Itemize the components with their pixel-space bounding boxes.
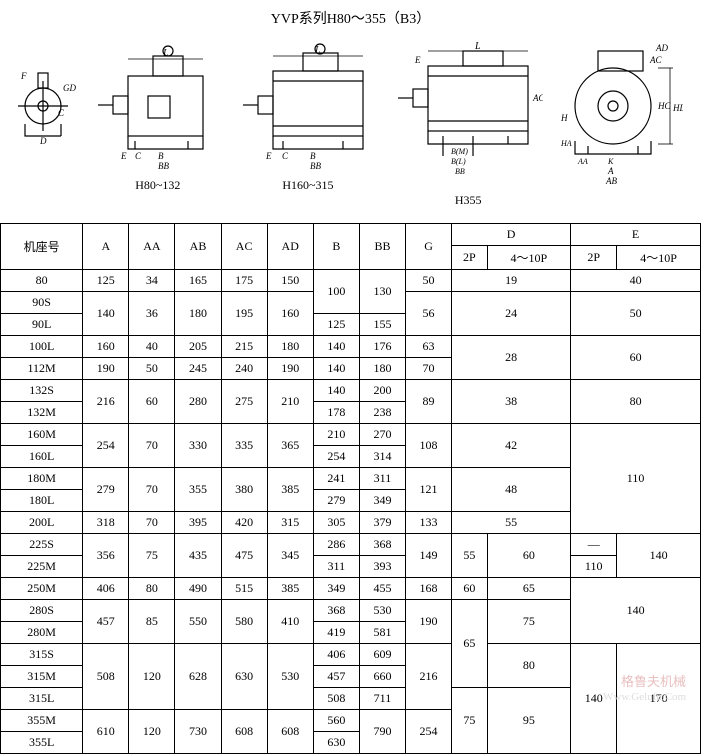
diagram-h80: L E C B BB H80~132	[93, 41, 223, 208]
svg-text:BB: BB	[158, 161, 169, 171]
col-ac: AC	[221, 224, 267, 270]
col-d-410p: 4～10P	[487, 246, 571, 270]
col-a: A	[83, 224, 129, 270]
svg-text:HC: HC	[657, 101, 671, 111]
diagram-h355: L E AC B(M) B(L) BB H355	[393, 41, 543, 208]
svg-text:L: L	[314, 45, 321, 56]
diagram-shaft: F GD D C	[18, 41, 78, 208]
motor-h355-drawing: L E AC B(M) B(L) BB	[393, 41, 543, 186]
table-row: 160M 254 70 330 335 365 210 270 108 42 1…	[1, 424, 701, 446]
svg-text:C: C	[58, 108, 65, 118]
svg-text:L: L	[162, 48, 169, 59]
svg-text:HD: HD	[672, 103, 683, 113]
svg-text:AC: AC	[649, 55, 662, 65]
table-row: 80 125 34 165 175 150 100 130 50 19 40	[1, 270, 701, 292]
svg-text:H: H	[560, 113, 568, 123]
col-ad: AD	[267, 224, 313, 270]
motor-end-drawing: AD AC HD HC H HA AA K A AB	[558, 41, 683, 186]
col-d-2p: 2P	[452, 246, 487, 270]
svg-text:A: A	[607, 166, 614, 176]
svg-text:B(L): B(L)	[451, 157, 466, 166]
svg-text:GD: GD	[63, 83, 76, 93]
svg-text:B: B	[310, 151, 316, 161]
col-e-410p: 4～10P	[617, 246, 701, 270]
col-bb: BB	[359, 224, 405, 270]
header-row-1: 机座号 A AA AB AC AD B BB G D E	[1, 224, 701, 246]
svg-text:E: E	[120, 151, 127, 161]
table-row: 250M 406 80 490 515 385 349 455 168 60 6…	[1, 578, 701, 600]
svg-text:AA: AA	[577, 157, 588, 166]
diagram-label-2: H160~315	[238, 178, 378, 193]
col-b: B	[313, 224, 359, 270]
motor-h160-drawing: L E C B BB	[238, 41, 378, 171]
svg-text:B: B	[158, 151, 164, 161]
svg-text:E: E	[265, 151, 272, 161]
svg-text:AB: AB	[605, 176, 617, 186]
diagram-label-3: H355	[393, 193, 543, 208]
svg-text:L: L	[474, 41, 481, 52]
svg-text:BB: BB	[310, 161, 321, 171]
svg-text:AC: AC	[532, 93, 543, 103]
diagram-h160: L E C B BB H160~315	[238, 41, 378, 208]
svg-text:BB: BB	[455, 167, 465, 176]
svg-text:F: F	[20, 71, 27, 81]
diagram-label-1: H80~132	[93, 178, 223, 193]
svg-text:C: C	[282, 151, 289, 161]
col-e: E	[571, 224, 701, 246]
col-ab: AB	[175, 224, 221, 270]
table-row: 315S 508 120 628 630 530 406 609 216 80 …	[1, 644, 701, 666]
table-row: 100L 160 40 205 215 180 140 176 63 28 60	[1, 336, 701, 358]
diagrams-row: F GD D C L E C B BB	[0, 36, 701, 218]
watermark-text: 格鲁夫机械	[621, 671, 686, 690]
col-d: D	[452, 224, 571, 246]
col-model: 机座号	[1, 224, 83, 270]
page-title: YVP系列H80～355（B3）	[0, 0, 701, 36]
col-e-2p: 2P	[571, 246, 617, 270]
col-aa: AA	[129, 224, 175, 270]
diagram-end: AD AC HD HC H HA AA K A AB	[558, 41, 683, 208]
svg-text:B(M): B(M)	[451, 147, 468, 156]
svg-text:K: K	[607, 157, 614, 166]
motor-h80-drawing: L E C B BB	[93, 41, 223, 171]
spec-table: 机座号 A AA AB AC AD B BB G D E 2P 4～10P 2P…	[0, 223, 701, 754]
svg-text:E: E	[414, 55, 421, 65]
svg-text:HA: HA	[560, 139, 572, 148]
col-g: G	[406, 224, 452, 270]
shaft-drawing: F GD D C	[18, 41, 78, 146]
table-row: 132S 216 60 280 275 210 140 200 89 38 80	[1, 380, 701, 402]
table-row: 225S 356 75 435 475 345 286 368 149 55 6…	[1, 534, 701, 556]
svg-text:C: C	[135, 151, 142, 161]
svg-text:D: D	[39, 136, 47, 146]
svg-text:AD: AD	[655, 43, 668, 53]
watermark-url: Www.Gelufu.Com	[603, 691, 686, 703]
